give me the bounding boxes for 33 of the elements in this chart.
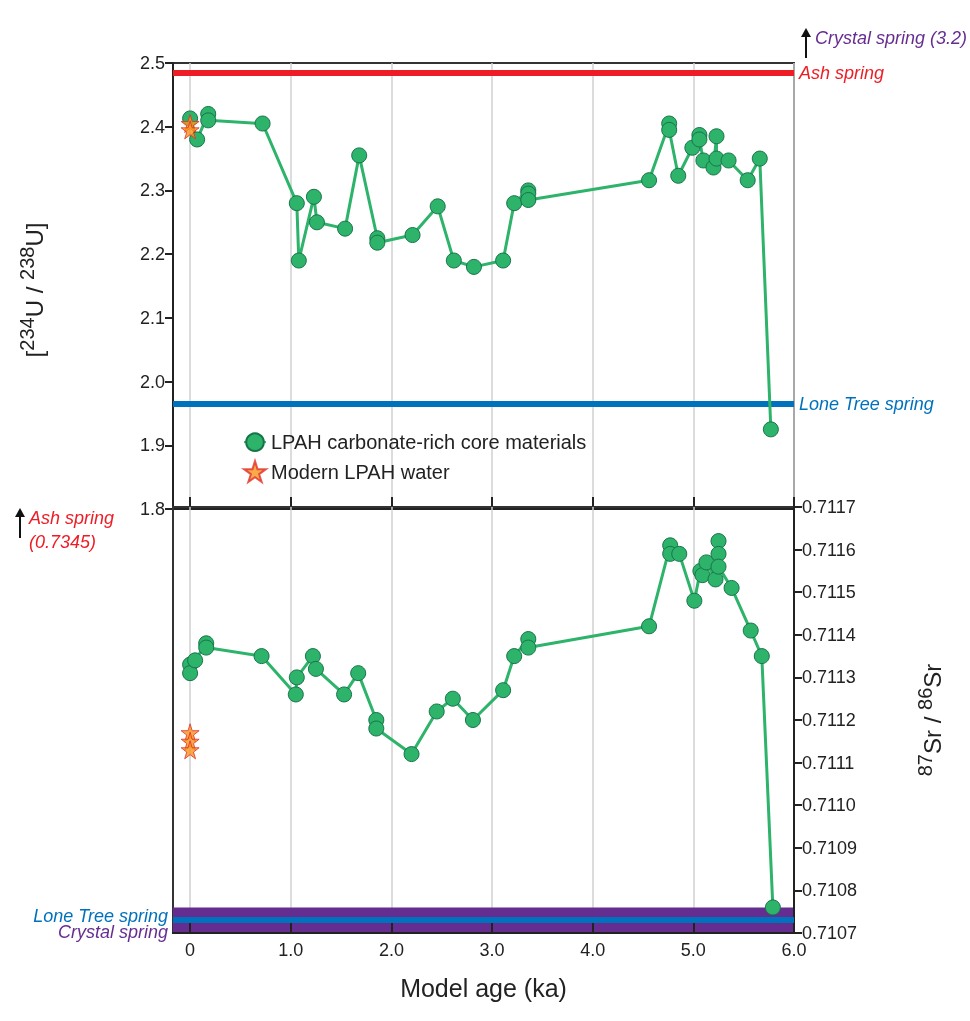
x-tick-label: 4.0 [580, 940, 606, 960]
x-tick-label: 0 [185, 940, 196, 960]
ref-line-label: Ash spring [798, 62, 885, 83]
y-tick-label: 0.7107 [802, 923, 858, 943]
y-tick-label: 0.7117 [802, 497, 856, 517]
y-tick-label: 1.9 [139, 435, 165, 456]
y-tick-label: 2.1 [139, 307, 165, 328]
x-tick-label: 2.0 [378, 940, 404, 960]
x-tick-label: 1.0 [278, 940, 304, 960]
y-tick-label: 2.3 [139, 180, 165, 201]
y-tick-label: 2.5 [139, 53, 165, 73]
y-tick-label: 2.0 [139, 371, 165, 392]
y-tick-label: 1.8 [139, 499, 165, 519]
y-tick-label: 2.4 [139, 116, 165, 137]
y-tick-label: 0.7111 [802, 752, 855, 773]
y-tick-label: 0.7112 [802, 710, 856, 730]
x-tick-label: 5.0 [680, 940, 706, 960]
x-tick-label: 3.0 [479, 940, 505, 960]
text: Ash spring (0.7345) [29, 507, 116, 554]
x-tick-label: 6.0 [781, 940, 807, 960]
legend-label: LPAH carbonate-rich core materials [271, 431, 587, 454]
y-tick-label: 0.7108 [802, 880, 858, 901]
ref-line-label: Lone Tree spring [799, 393, 934, 414]
y-tick-label: 0.7109 [802, 837, 858, 858]
y-tick-label: 0.7115 [802, 582, 856, 603]
y-tick-label: 0.7110 [802, 795, 856, 816]
y-tick-label: 0.7113 [802, 667, 856, 688]
y-tick-label: 2.2 [139, 244, 165, 265]
x-axis-title: Model age (ka) [400, 973, 567, 1002]
y-tick-label: 0.7114 [802, 624, 856, 645]
text: Crystal spring (3.2) [815, 27, 968, 50]
y-tick-label: 0.7116 [802, 539, 856, 560]
legend-label: Modern LPAH water [271, 460, 450, 483]
